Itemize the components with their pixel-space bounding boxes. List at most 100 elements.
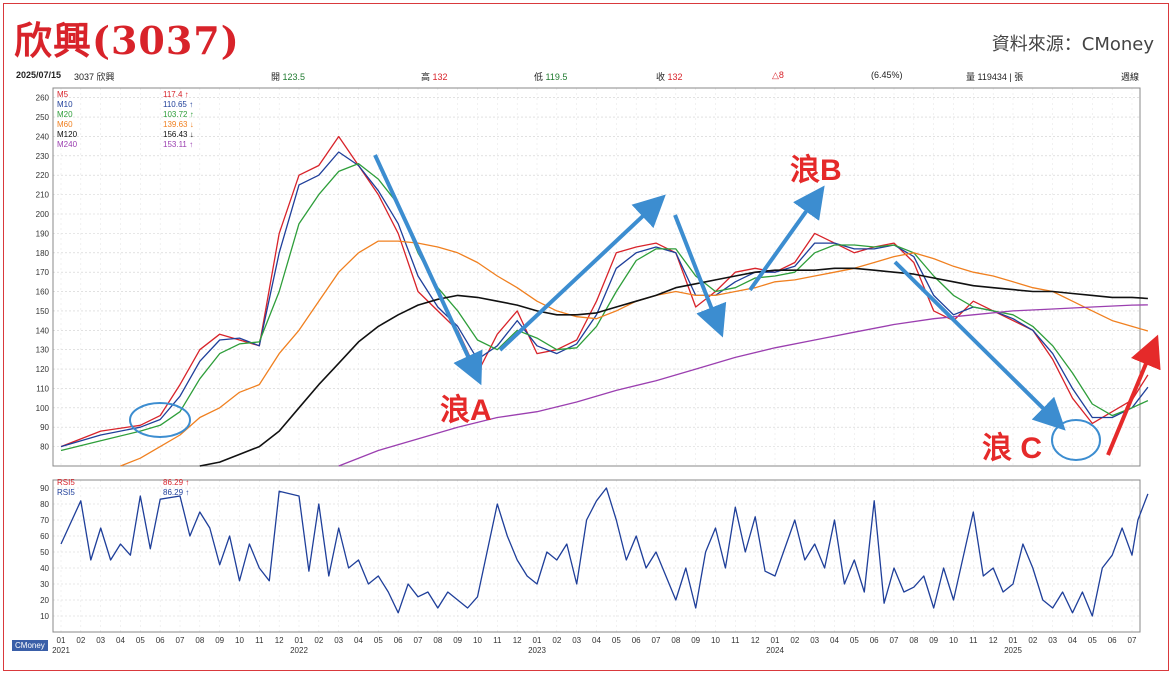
price-tick-label: 230	[36, 152, 50, 161]
wave-arrow-down-c	[893, 260, 1066, 431]
ma-legend-name: M5	[57, 90, 69, 99]
rsi-legend-name: RSI5	[57, 488, 75, 497]
month-tick-label: 04	[354, 636, 363, 645]
wave-c-label: 浪 C	[982, 431, 1042, 465]
month-tick-label: 11	[493, 636, 502, 645]
ma-line-m20	[60, 162, 1149, 452]
month-tick-label: 07	[890, 636, 899, 645]
month-tick-label: 04	[116, 636, 125, 645]
month-tick-label: 02	[552, 636, 561, 645]
month-tick-label: 02	[314, 636, 323, 645]
month-tick-label: 06	[632, 636, 641, 645]
month-tick-label: 05	[850, 636, 859, 645]
ma-legend-value: 117.4 ↑	[163, 90, 189, 99]
month-tick-label: 06	[156, 636, 165, 645]
cmoney-logo: CMoney	[12, 640, 48, 651]
month-tick-label: 01	[533, 636, 542, 645]
wave-a-label: 浪A	[440, 393, 492, 427]
month-tick-label: 09	[453, 636, 462, 645]
month-tick-label: 07	[1128, 636, 1137, 645]
month-tick-label: 01	[1009, 636, 1018, 645]
rsi-tick-label: 80	[40, 500, 49, 509]
quote-date: 2025/07/15	[16, 70, 62, 80]
ma-legend-name: M240	[57, 140, 78, 149]
month-tick-label: 08	[671, 636, 680, 645]
rsi-tick-label: 50	[40, 548, 49, 557]
price-tick-label: 140	[36, 326, 50, 335]
month-tick-label: 05	[1088, 636, 1097, 645]
data-source: 資料來源：CMoney	[991, 34, 1154, 55]
month-tick-label: 06	[394, 636, 403, 645]
quote-high: 高 132	[421, 72, 448, 82]
ma-legend-value: 110.65 ↑	[163, 100, 193, 109]
price-tick-label: 210	[36, 191, 50, 200]
wave-arrow-up-red	[1106, 334, 1161, 456]
wave-arrow-up-1	[498, 194, 666, 352]
price-tick-label: 170	[36, 268, 50, 277]
month-tick-label: 12	[989, 636, 998, 645]
rsi-legend-value: 86.29 ↑	[163, 478, 189, 487]
quote-stock: 3037 欣興	[74, 72, 115, 82]
month-tick-label: 03	[96, 636, 105, 645]
month-tick-label: 11	[255, 636, 264, 645]
month-tick-label: 11	[969, 636, 978, 645]
quote-change: △8	[772, 70, 784, 80]
price-tick-label: 220	[36, 171, 50, 180]
price-tick-label: 200	[36, 210, 50, 219]
quote-open: 開 123.5	[271, 72, 306, 82]
price-tick-label: 260	[36, 94, 50, 103]
month-tick-label: 05	[612, 636, 621, 645]
ma-legend-value: 139.63 ↓	[163, 120, 194, 129]
price-tick-label: 120	[36, 365, 50, 374]
ma-line-m10	[60, 151, 1149, 448]
month-tick-label: 06	[1108, 636, 1117, 645]
ma-line-m240	[338, 304, 1148, 467]
month-tick-label: 08	[433, 636, 442, 645]
month-tick-label: 10	[473, 636, 482, 645]
month-tick-label: 10	[711, 636, 720, 645]
rsi-tick-label: 10	[40, 612, 49, 621]
month-tick-label: 04	[830, 636, 839, 645]
quote-low: 低 119.5	[534, 72, 568, 82]
month-tick-label: 12	[751, 636, 760, 645]
price-tick-label: 160	[36, 288, 50, 297]
month-tick-label: 07	[414, 636, 423, 645]
quote-volume: 量 119434 | 張	[966, 72, 1024, 82]
wave-b-label: 浪B	[790, 153, 842, 187]
price-tick-label: 130	[36, 346, 50, 355]
month-tick-label: 02	[1028, 636, 1037, 645]
ma-line-m5	[60, 135, 1149, 448]
quote-period: 週線	[1121, 72, 1140, 82]
month-tick-label: 09	[691, 636, 700, 645]
rsi-tick-label: 40	[40, 564, 49, 573]
month-tick-label: 01	[295, 636, 304, 645]
month-tick-label: 06	[870, 636, 879, 645]
rsi-tick-label: 90	[40, 484, 49, 493]
rsi-tick-label: 20	[40, 596, 49, 605]
month-tick-label: 04	[1068, 636, 1077, 645]
month-tick-label: 11	[731, 636, 740, 645]
rsi-tick-label: 60	[40, 532, 49, 541]
price-tick-label: 90	[40, 423, 49, 432]
price-tick-label: 240	[36, 132, 50, 141]
ma-legend-name: M10	[57, 100, 73, 109]
year-tick-label: 2021	[52, 646, 70, 655]
bottom-circle-2021	[129, 402, 191, 438]
year-tick-label: 2025	[1004, 646, 1022, 655]
ma-legend-value: 153.11 ↑	[163, 140, 193, 149]
month-tick-label: 10	[235, 636, 244, 645]
month-tick-label: 03	[1048, 636, 1057, 645]
year-tick-label: 2023	[528, 646, 546, 655]
month-tick-label: 09	[215, 636, 224, 645]
price-tick-label: 250	[36, 113, 50, 122]
bottom-circle-2025	[1051, 419, 1101, 461]
wave-arrow-down-a	[373, 154, 483, 386]
rsi-legend-name: RSI5	[57, 478, 75, 487]
month-tick-label: 05	[374, 636, 383, 645]
month-tick-label: 07	[176, 636, 185, 645]
ma-legend-value: 156.43 ↓	[163, 130, 194, 139]
rsi-tick-label: 70	[40, 516, 49, 525]
month-tick-label: 01	[771, 636, 780, 645]
rsi-panel	[52, 479, 1141, 633]
ma-legend-name: M120	[57, 130, 78, 139]
